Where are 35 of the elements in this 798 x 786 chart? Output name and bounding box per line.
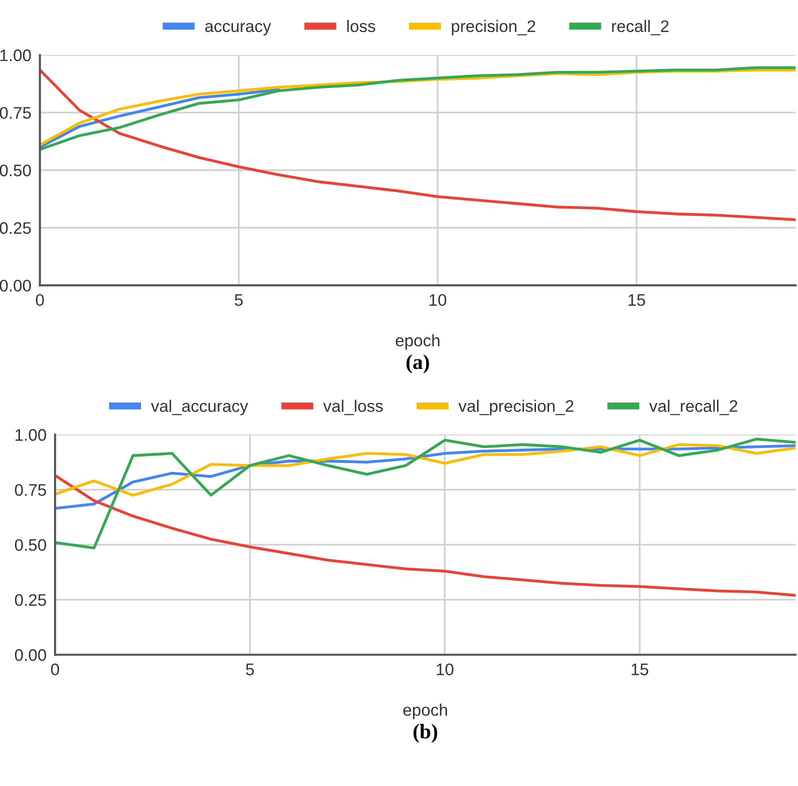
y-tick-label: 0.25 <box>0 222 31 234</box>
legend-label: loss <box>347 20 376 32</box>
line-series <box>40 88 280 149</box>
legend-label: recall_2 <box>612 20 669 36</box>
line-series <box>55 438 796 550</box>
legend-label: val_loss <box>323 400 383 416</box>
x-tick-label: 5 <box>234 294 243 306</box>
x-axis-title: epoch <box>396 334 440 350</box>
y-tick-label: 1.00 <box>16 429 46 441</box>
y-tick-label: 0.25 <box>14 594 46 606</box>
text: (b) <box>414 724 438 743</box>
y-tick-label: 0.75 <box>0 106 31 119</box>
x-tick-label: 0 <box>51 664 60 676</box>
text: (a) <box>406 354 429 374</box>
legend-label: accuracy <box>205 22 272 36</box>
y-tick-label: 0.50 <box>0 164 31 176</box>
x-tick-label: 5 <box>246 664 254 676</box>
legend-label: val_recall_2 <box>649 400 738 416</box>
line-series <box>55 443 796 497</box>
y-tick-label: 0.75 <box>14 484 46 496</box>
x-tick-label: 10 <box>430 294 446 306</box>
x-axis-title: epoch <box>403 704 447 720</box>
y-tick-label: 0.00 <box>0 280 31 292</box>
legend-label: val_precision_2 <box>458 400 574 416</box>
line-series <box>55 474 796 597</box>
x-tick-label: 10 <box>436 664 454 676</box>
legend-label: precision_2 <box>452 20 536 36</box>
y-tick-label: 0.50 <box>14 539 46 551</box>
x-tick-label: 0 <box>36 294 44 306</box>
line-series <box>40 68 796 222</box>
y-tick-label: 1.00 <box>0 49 31 62</box>
x-tick-label: 15 <box>628 294 646 306</box>
legend-label: val_accuracy <box>150 400 248 416</box>
x-tick-label: 15 <box>632 664 648 676</box>
y-tick-label: 0.00 <box>14 649 46 661</box>
